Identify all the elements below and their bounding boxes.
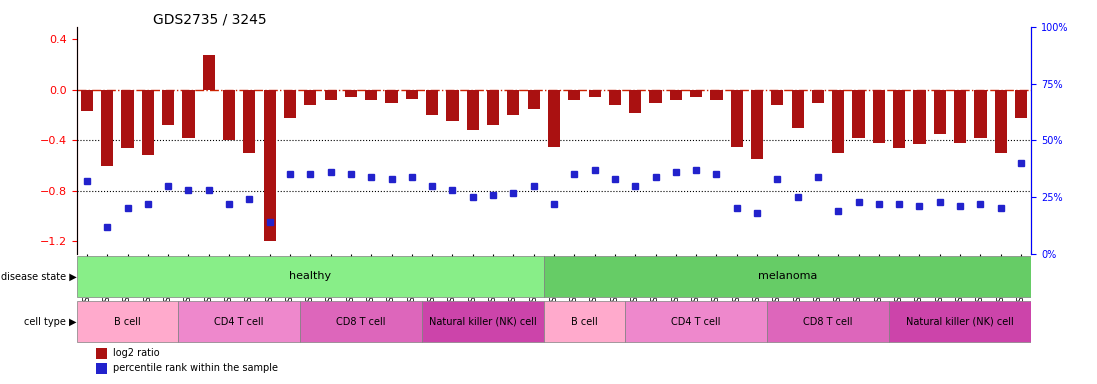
Bar (625, 301, 767, 342)
Bar (426, 90, 438, 115)
Bar (344, 90, 357, 98)
Bar (731, 90, 743, 147)
Bar (446, 90, 459, 121)
Bar (914, 90, 926, 144)
Bar (179, 301, 301, 342)
Bar (889, 301, 1031, 342)
Text: GDS2735 / 3245: GDS2735 / 3245 (154, 13, 267, 27)
Bar (544, 256, 1031, 297)
Bar (1015, 90, 1027, 118)
Text: CD4 T cell: CD4 T cell (215, 317, 264, 327)
Text: healthy: healthy (290, 271, 331, 281)
Bar (77, 256, 544, 297)
Text: B cell: B cell (572, 317, 598, 327)
Bar (852, 90, 864, 138)
Text: Natural killer (NK) cell: Natural killer (NK) cell (906, 317, 1014, 327)
Bar (95, 348, 108, 359)
Bar (568, 90, 580, 100)
Bar (792, 90, 804, 128)
Bar (95, 362, 108, 374)
Bar (934, 90, 946, 134)
Bar (466, 90, 479, 130)
Text: Natural killer (NK) cell: Natural killer (NK) cell (429, 317, 536, 327)
Text: CD4 T cell: CD4 T cell (671, 317, 721, 327)
Bar (284, 90, 296, 118)
Text: log2 ratio: log2 ratio (113, 348, 160, 358)
Bar (629, 90, 642, 113)
Bar (101, 90, 113, 166)
Bar (142, 90, 154, 156)
Text: cell type ▶: cell type ▶ (24, 317, 77, 327)
Bar (122, 90, 134, 148)
Bar (385, 90, 397, 103)
Bar (301, 301, 422, 342)
Bar (588, 90, 601, 98)
Bar (528, 90, 540, 109)
Bar (649, 90, 661, 103)
Bar (263, 90, 275, 241)
Bar (365, 90, 377, 100)
Bar (547, 90, 561, 147)
Bar (609, 90, 621, 105)
Bar (223, 90, 235, 140)
Bar (751, 90, 764, 159)
Bar (893, 90, 905, 148)
Bar (833, 90, 845, 153)
Bar (873, 90, 885, 143)
Bar (162, 90, 174, 125)
Bar (182, 90, 194, 138)
Bar (954, 90, 966, 143)
Bar (203, 55, 215, 90)
Bar (690, 90, 702, 98)
Text: B cell: B cell (114, 317, 140, 327)
Bar (812, 90, 824, 103)
Bar (325, 90, 337, 100)
Bar (422, 301, 544, 342)
Bar (974, 90, 986, 138)
Bar (406, 90, 418, 99)
Bar (487, 90, 499, 125)
Bar (711, 90, 723, 100)
Bar (767, 301, 889, 342)
Bar (544, 301, 625, 342)
Text: disease state ▶: disease state ▶ (1, 271, 77, 281)
Bar (507, 90, 520, 115)
Text: percentile rank within the sample: percentile rank within the sample (113, 363, 278, 373)
Bar (771, 90, 783, 105)
Text: CD8 T cell: CD8 T cell (803, 317, 852, 327)
Bar (995, 90, 1007, 153)
Text: CD8 T cell: CD8 T cell (337, 317, 386, 327)
Bar (244, 90, 256, 153)
Bar (670, 90, 682, 100)
Bar (81, 90, 93, 111)
Text: melanoma: melanoma (758, 271, 817, 281)
Bar (304, 90, 316, 105)
Bar (77, 301, 179, 342)
